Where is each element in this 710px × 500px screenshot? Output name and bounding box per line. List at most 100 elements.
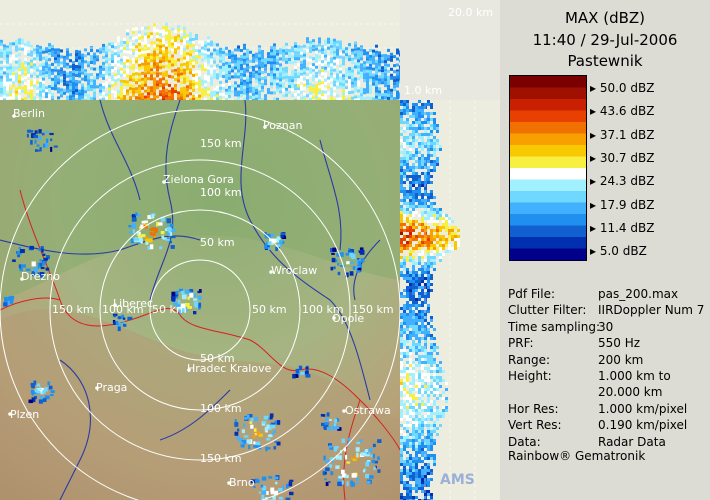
info-value: pas_200.max (598, 287, 679, 301)
xsec-cell (75, 98, 78, 100)
xsec-cell (12, 99, 15, 100)
xsec-cell (399, 68, 400, 72)
xsec-cell (412, 157, 415, 160)
xsec-cell (174, 36, 177, 39)
xsec-cell (412, 283, 415, 286)
xsec-cell (375, 83, 378, 87)
xsec-cell (418, 370, 421, 373)
xsec-cell (321, 63, 324, 67)
xsec-cell (309, 49, 312, 53)
xsec-cell (201, 94, 204, 98)
radar-map[interactable]: 50 km 100 km 150 km 50 km 100 km 150 km … (0, 100, 400, 500)
xsec-cell (156, 68, 159, 72)
xsec-cell (406, 127, 409, 130)
xsec-cell (243, 85, 246, 89)
xsec-cell (409, 382, 412, 385)
xsec-cell (403, 448, 406, 451)
xsec-cell (114, 61, 117, 65)
echo-cell (17, 252, 20, 258)
xsec-cell (412, 436, 415, 439)
xsec-cell (427, 484, 430, 487)
xsec-cell (315, 68, 318, 72)
xsec-cell (117, 78, 120, 82)
xsec-cell (339, 55, 342, 59)
xsec-cell (39, 87, 42, 91)
xsec-cell (412, 310, 415, 313)
xsec-cell (427, 160, 430, 163)
xsec-cell (430, 283, 433, 286)
xsec-cell (219, 80, 222, 84)
xsec-cell (415, 469, 418, 472)
xsec-cell (186, 85, 189, 89)
xsec-cell (225, 97, 228, 100)
xsec-cell (403, 340, 406, 343)
xsec-cell (421, 475, 424, 478)
xsec-cell (321, 81, 324, 85)
xsec-cell (321, 66, 324, 70)
xsec-cell (333, 38, 336, 42)
xsec-cell (406, 337, 409, 340)
xsec-cell (436, 391, 439, 394)
xsec-cell (427, 439, 430, 442)
xsec-cell (430, 364, 433, 367)
xsec-cell (430, 163, 433, 166)
xsec-cell (264, 94, 267, 98)
xsec-cell (427, 259, 430, 262)
xsec-cell (436, 226, 439, 229)
xsec-cell (309, 67, 312, 71)
xsec-cell (381, 72, 384, 76)
xsec-cell (409, 475, 412, 478)
xsec-cell (105, 66, 108, 70)
xsec-cell (324, 54, 327, 58)
xsec-cell (333, 83, 336, 87)
xsec-cell (6, 51, 9, 55)
xsec-cell (147, 86, 150, 90)
xsec-cell (406, 403, 409, 406)
xsec-cell (165, 91, 168, 95)
xsec-cell (418, 151, 421, 154)
xsec-cell (403, 274, 406, 277)
xsec-cell (132, 84, 135, 88)
xsec-cell (396, 63, 399, 67)
xsec-cell (454, 226, 457, 229)
xsec-cell (415, 196, 418, 199)
xsec-cell (237, 93, 240, 97)
xsec-cell (433, 430, 436, 433)
xsec-cell (403, 406, 406, 409)
xsec-cell (424, 310, 427, 313)
echo-cell (329, 418, 332, 421)
xsec-cell (69, 74, 72, 78)
xsec-cell (291, 46, 294, 50)
xsec-cell (39, 90, 42, 94)
echo-cell (40, 272, 45, 276)
xsec-cell (403, 190, 406, 193)
xsec-cell (270, 85, 273, 89)
echo-cell (28, 399, 33, 404)
xsec-cell (406, 121, 409, 124)
xsec-cell (150, 77, 153, 81)
xsec-cell (165, 28, 168, 32)
xsec-cell (15, 60, 18, 64)
xsec-cell (0, 84, 3, 88)
xsec-cell (412, 106, 415, 109)
xsec-cell (403, 151, 406, 154)
xsec-cell (430, 106, 433, 109)
xsec-cell (321, 57, 324, 61)
xsec-cell (412, 142, 415, 145)
xsec-cell (216, 88, 219, 92)
echo-cell (38, 388, 44, 393)
echo-cell (241, 442, 244, 445)
xsec-cell (354, 65, 357, 69)
xsec-cell (433, 424, 436, 427)
city-ostrawa: Ostrawa (345, 404, 391, 417)
xsec-cell (399, 74, 400, 78)
xsec-cell (454, 235, 457, 238)
xsec-cell (192, 58, 195, 62)
xsec-cell (39, 57, 42, 61)
xsec-cell (351, 81, 354, 85)
xsec-cell (406, 280, 409, 283)
xsec-cell (27, 95, 30, 99)
xsec-cell (99, 89, 102, 93)
xsec-cell (309, 46, 312, 50)
echo-cell (366, 450, 369, 455)
